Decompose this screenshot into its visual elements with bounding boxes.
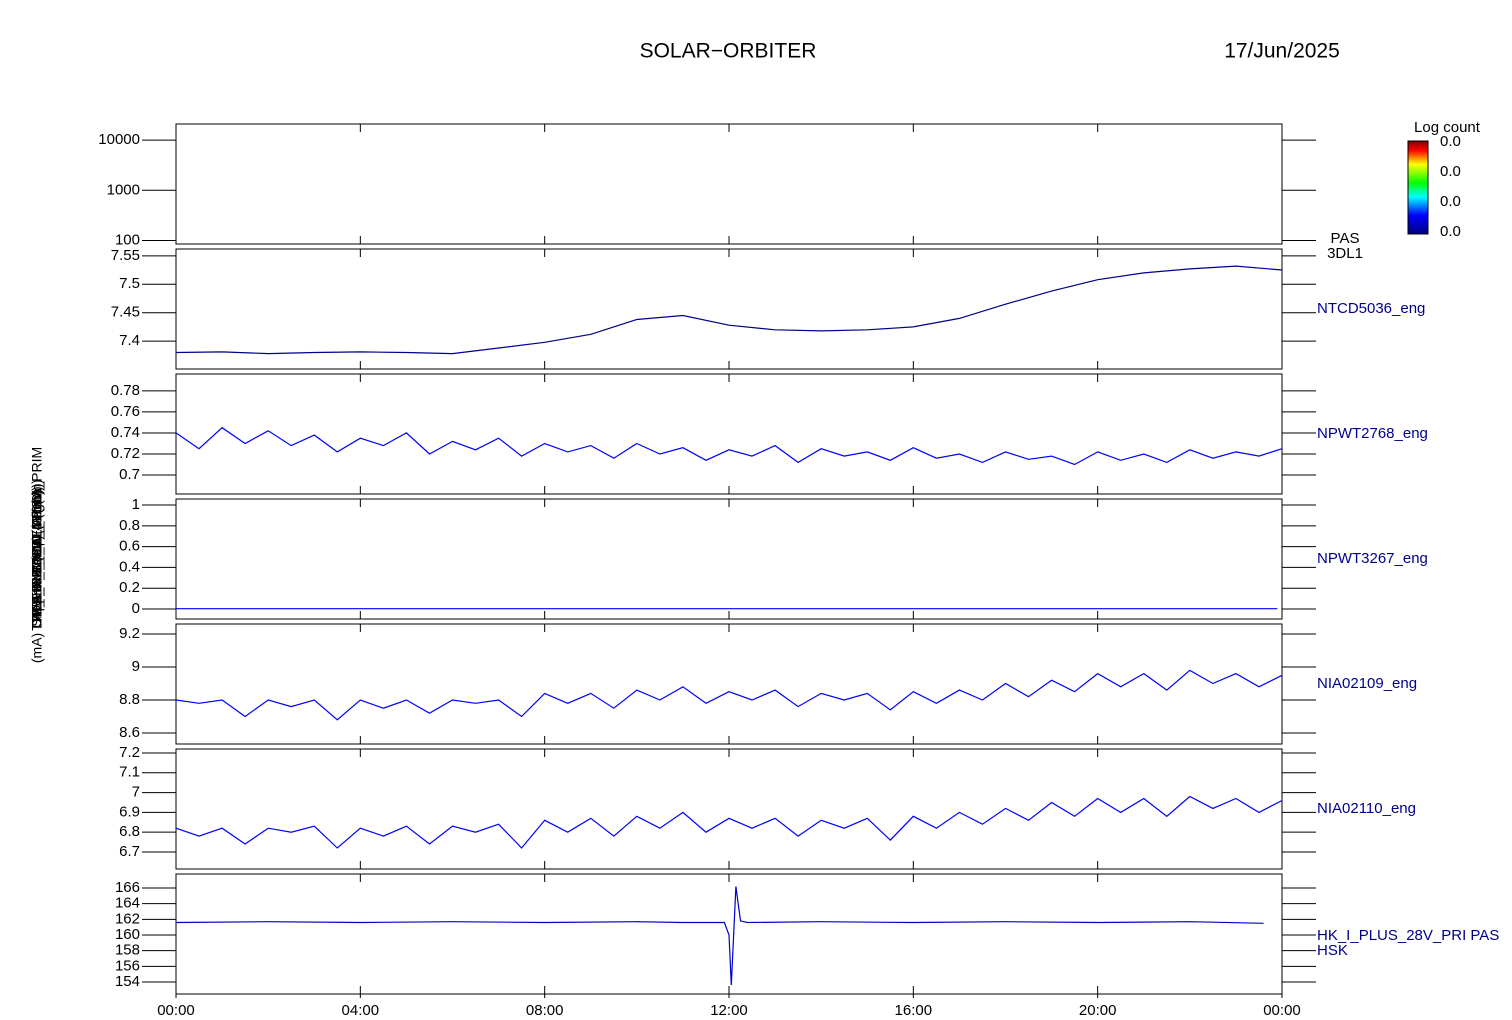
y-tick-label: 0.76	[111, 403, 140, 420]
panel-frame	[175, 248, 1283, 370]
title: SOLAR−ORBITER	[640, 40, 817, 63]
y-tick-label: 160	[115, 926, 140, 943]
y-tick-label: 0.78	[111, 382, 140, 399]
data-line	[175, 669, 1283, 721]
y-tick-label: 8.6	[119, 724, 140, 741]
instrument-label: NIA02110_eng	[1317, 800, 1416, 817]
data-line	[175, 886, 1264, 986]
y-tick-label: 164	[115, 895, 140, 912]
colorbar-tick-label: 0.0	[1440, 133, 1461, 150]
instrument-label: 3DL1	[1327, 245, 1363, 262]
x-tick-label: 08:00	[526, 1002, 564, 1019]
y-tick-label: 7.55	[111, 247, 140, 264]
instrument-label: NIA02109_eng	[1317, 675, 1417, 692]
y-tick-label: 6.9	[119, 803, 140, 820]
instrument-label: NTCD5036_eng	[1317, 300, 1425, 317]
y-tick-label: 7.2	[119, 744, 140, 761]
y-tick-label: 0.7	[119, 466, 140, 483]
y-axis-label: SWA_HIS_CAL_I (mA)	[29, 483, 45, 626]
y-axis-label: THERMISTOR_4 (Ohm)	[29, 479, 45, 630]
y-tick-label: 7.45	[111, 304, 140, 321]
y-tick-label: 100	[115, 231, 140, 248]
y-tick-label: 0.8	[119, 517, 140, 534]
date: 17/Jun/2025	[1224, 40, 1340, 63]
y-axis-label: THERM_HLD (Ohm)	[29, 490, 45, 619]
x-tick-label: 16:00	[895, 1002, 933, 1019]
colorbar	[1407, 140, 1429, 235]
y-axis-label: E (eV)	[29, 535, 45, 575]
data-line	[175, 795, 1283, 849]
colorbar-tick-label: 0.0	[1440, 223, 1461, 240]
x-tick-label: 20:00	[1079, 1002, 1117, 1019]
y-axis-label: TDS_RPW_TEMP (V)	[29, 486, 45, 623]
panel-frame	[175, 373, 1283, 495]
instrument-label: NPWT3267_eng	[1317, 550, 1428, 567]
y-tick-label: 7.4	[119, 332, 140, 349]
y-tick-label: 10000	[98, 131, 140, 148]
y-tick-label: 166	[115, 879, 140, 896]
y-axis-label: (mA) DM_HK_IMON_FPGA_PRIM	[29, 447, 45, 663]
instrument-label: HK_I_PLUS_28V_PRI PAS	[1317, 927, 1499, 944]
y-tick-label: 0.6	[119, 538, 140, 555]
y-tick-label: 0.74	[111, 424, 140, 441]
y-tick-label: 1000	[107, 181, 140, 198]
y-tick-label: 0.2	[119, 579, 140, 596]
y-tick-label: 7.1	[119, 764, 140, 781]
y-tick-label: 156	[115, 957, 140, 974]
x-tick-label: 00:00	[1263, 1002, 1301, 1019]
y-tick-label: 6.7	[119, 843, 140, 860]
colorbar-tick-label: 0.0	[1440, 163, 1461, 180]
y-tick-label: 158	[115, 942, 140, 959]
y-tick-label: 8.8	[119, 691, 140, 708]
y-tick-label: 162	[115, 910, 140, 927]
y-axis-label: Approx Temp (DegC)	[29, 489, 45, 620]
y-tick-label: 6.8	[119, 823, 140, 840]
data-line	[175, 265, 1283, 355]
x-tick-label: 04:00	[342, 1002, 380, 1019]
colorbar-label: Log count	[1414, 119, 1481, 136]
instrument-label: NPWT2768_eng	[1317, 425, 1428, 442]
y-tick-label: 9	[132, 658, 140, 675]
panel-frame	[175, 123, 1283, 245]
y-tick-label: 154	[115, 973, 140, 990]
y-tick-label: 0.72	[111, 445, 140, 462]
y-tick-label: 0	[132, 600, 140, 617]
data-line	[175, 426, 1283, 466]
y-tick-label: 9.2	[119, 625, 140, 642]
x-tick-label: 12:00	[710, 1002, 748, 1019]
y-tick-label: 7.5	[119, 275, 140, 292]
y-tick-label: 1	[132, 496, 140, 513]
y-tick-label: 7	[132, 784, 140, 801]
instrument-label: PAS	[1331, 230, 1360, 247]
colorbar-tick-label: 0.0	[1440, 193, 1461, 210]
panel-frame	[175, 498, 1283, 620]
y-tick-label: 0.4	[119, 558, 140, 575]
x-tick-label: 00:00	[157, 1002, 195, 1019]
instrument-label: HSK	[1317, 942, 1348, 959]
